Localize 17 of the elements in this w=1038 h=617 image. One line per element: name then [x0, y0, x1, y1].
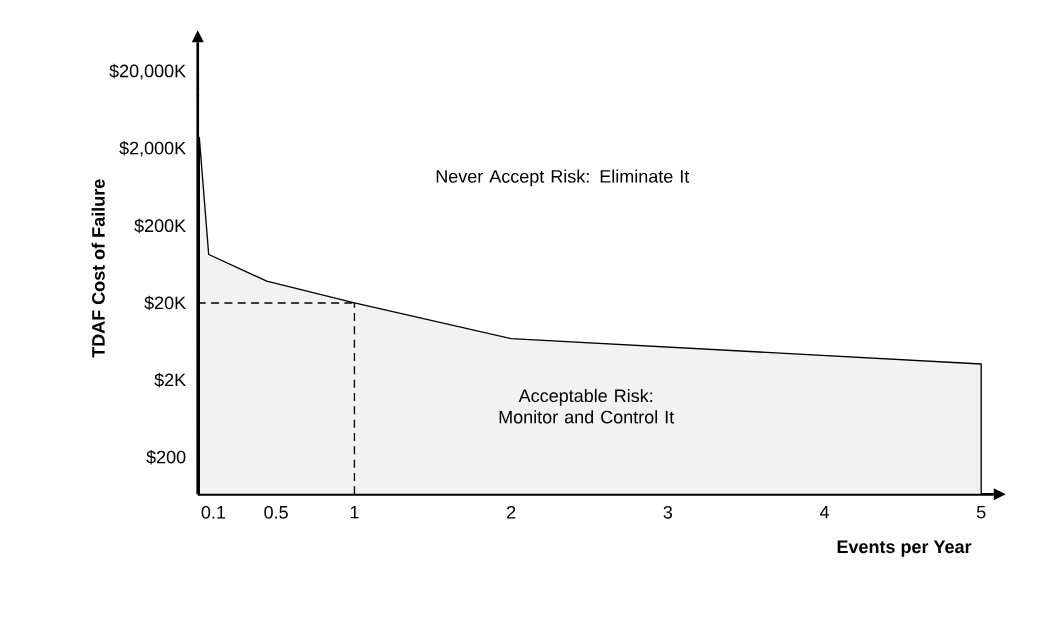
- y-tick-label: $20,000K: [109, 63, 186, 80]
- x-axis-title: Events per Year: [837, 540, 972, 557]
- annotation: Never Accept Risk: Eliminate It: [436, 169, 690, 187]
- x-tick-label: 2: [507, 505, 516, 519]
- y-axis-title: TDAF Cost of Failure: [91, 179, 105, 358]
- x-tick-label: 5: [976, 505, 986, 519]
- x-tick-label: 0.1: [201, 505, 226, 519]
- y-tick-label: $200K: [134, 218, 186, 234]
- y-tick-label: $20K: [144, 295, 186, 311]
- x-tick-label: 3: [663, 505, 673, 519]
- x-tick-label: 4: [819, 505, 829, 519]
- y-tick-label: $2K: [154, 372, 186, 388]
- y-tick-label: $200: [146, 449, 186, 465]
- x-tick-label: 1: [350, 505, 359, 519]
- y-tick-label: $2,000K: [119, 140, 186, 157]
- annotation: Acceptable Risk: Monitor and Control It: [499, 388, 675, 424]
- x-tick-label: 0.5: [264, 505, 288, 519]
